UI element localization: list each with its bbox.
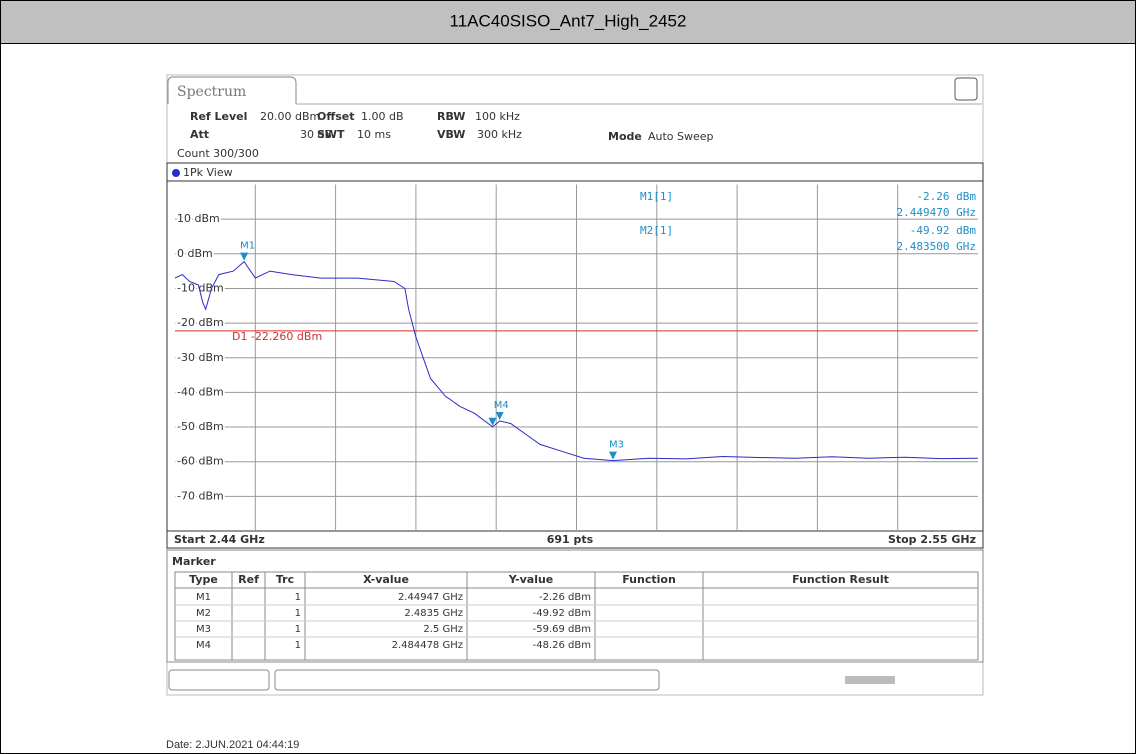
- cell: M3: [196, 624, 211, 635]
- title: 11AC40SISO_Ant7_High_2452: [450, 11, 687, 30]
- readout-x: 2.449470 GHz: [897, 206, 976, 219]
- setting-value: 30 dB: [300, 128, 332, 141]
- cell: -59.69 dBm: [533, 624, 591, 635]
- readout-y: -2.26 dBm: [916, 190, 976, 203]
- start: Start 2.44 GHz: [174, 533, 265, 546]
- marker: [488, 417, 497, 426]
- column-header: Ref: [238, 573, 259, 586]
- display-line-label: D1 -22.260 dBm: [232, 330, 322, 343]
- cell: 2.484478 GHz: [392, 640, 463, 651]
- cell: 1: [295, 640, 301, 651]
- tab-label: Spectrum: [177, 84, 246, 100]
- cell: -48.26 dBm: [533, 640, 591, 651]
- cell: M4: [196, 640, 211, 651]
- status-box: [274, 669, 660, 691]
- table-grid: [174, 571, 979, 661]
- cell: 1: [295, 592, 301, 603]
- setting-value: 1.00 dB: [361, 110, 404, 123]
- setting-name: VBW: [437, 128, 465, 141]
- y-tick-label: -20 dBm: [177, 316, 224, 329]
- icon[interactable]: [954, 77, 978, 101]
- setting-value: 300 kHz: [477, 128, 522, 141]
- setting-value: 10 ms: [357, 128, 391, 141]
- cell: 2.44947 GHz: [398, 592, 463, 603]
- setting-name: Ref Level: [190, 110, 247, 123]
- y-tick-label: -10 dBm: [177, 281, 224, 294]
- setting-name: Att: [190, 128, 209, 141]
- y-tick-label: -50 dBm: [177, 420, 224, 433]
- column-header: Type: [189, 573, 218, 586]
- setting-name: SWT: [317, 128, 345, 141]
- cell: 1: [295, 624, 301, 635]
- column-header: X-value: [363, 573, 409, 586]
- readout-x: 2.483500 GHz: [897, 240, 976, 253]
- cell: M2: [196, 608, 211, 619]
- y-tick-label: -60 dBm: [177, 455, 224, 468]
- cell: M1: [196, 592, 211, 603]
- cell: 2.5 GHz: [423, 624, 463, 635]
- setting-value: 100 kHz: [475, 110, 520, 123]
- date: Date: 2.JUN.2021 04:44:19: [166, 739, 299, 751]
- setting-value: 20.00 dBm: [260, 110, 320, 123]
- status-box: [168, 669, 270, 691]
- setting-name: RBW: [437, 110, 465, 123]
- progress: [845, 676, 895, 684]
- plot-frame: [166, 162, 984, 549]
- marker-label: M3: [609, 440, 624, 451]
- count: Count 300/300: [177, 147, 259, 160]
- column-header: Y-value: [508, 573, 554, 586]
- readout-y: -49.92 dBm: [910, 224, 977, 237]
- cell: -2.26 dBm: [539, 592, 591, 603]
- title-bar: [0, 0, 1136, 44]
- marker: [240, 252, 249, 261]
- y-tick-label: -70 dBm: [177, 489, 224, 502]
- marker-table: [166, 549, 984, 663]
- marker: [495, 412, 504, 421]
- readout-name: M1[1]: [640, 190, 673, 203]
- column-header: Function: [622, 573, 676, 586]
- setting-name: Mode: [608, 130, 642, 143]
- column-header: Function Result: [792, 573, 889, 586]
- marker-label: M1: [240, 241, 255, 252]
- view-label: 1Pk View: [183, 166, 233, 179]
- readout-name: M2[1]: [640, 224, 673, 237]
- trace: [174, 260, 979, 462]
- cell: -49.92 dBm: [533, 608, 591, 619]
- column-header: Trc: [276, 573, 294, 586]
- cell: 2.4835 GHz: [404, 608, 463, 619]
- setting-name: Offset: [317, 110, 355, 123]
- y-tick-label: -30 dBm: [177, 351, 224, 364]
- marker: [609, 451, 617, 460]
- view-dot: [172, 169, 180, 177]
- y-tick-label: 0 dBm: [177, 247, 213, 260]
- setting-value: Auto Sweep: [648, 130, 714, 143]
- marker-label: M4: [494, 400, 509, 411]
- cell: 1: [295, 608, 301, 619]
- tab: [167, 76, 297, 104]
- y-tick-label: 10 dBm: [177, 212, 220, 225]
- table-title: Marker: [172, 555, 216, 568]
- y-tick-label: -40 dBm: [177, 385, 224, 398]
- stop: Stop 2.55 GHz: [888, 533, 976, 546]
- points: 691 pts: [547, 533, 594, 546]
